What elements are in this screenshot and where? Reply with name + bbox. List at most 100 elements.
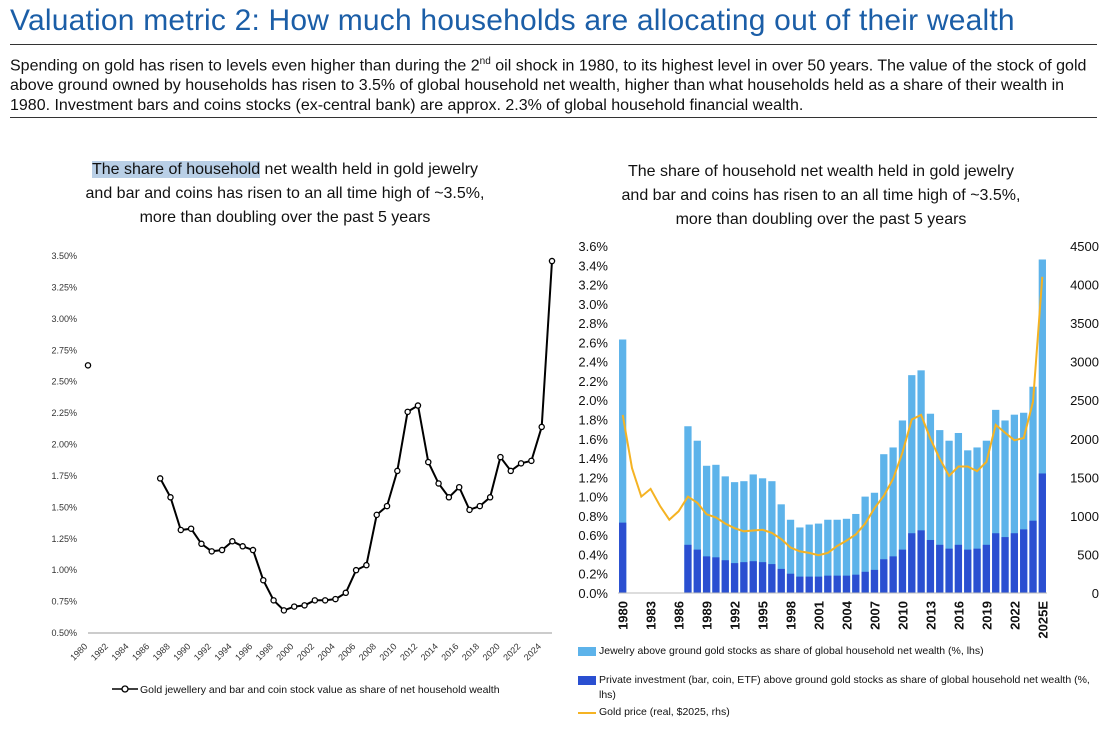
right-left-y-tick-label: 0.4% <box>578 547 608 562</box>
right-left-y-tick-label: 0.8% <box>578 509 608 524</box>
left-chart-heading: The share of household net wealth held i… <box>70 158 500 230</box>
jewelry-bar <box>926 413 935 593</box>
private-investment-bar <box>926 539 935 593</box>
private-investment-bar <box>973 548 981 593</box>
private-investment-bar <box>777 568 785 593</box>
private-investment-bar <box>898 549 907 593</box>
jewelry-bar <box>758 478 767 593</box>
left-y-tick-label: 1.50% <box>51 502 77 512</box>
right-x-tick-label: 1989 <box>700 601 715 630</box>
left-data-point <box>373 511 380 519</box>
left-data-point <box>249 546 257 554</box>
left-data-point <box>528 457 535 465</box>
right-bar-chart: 0.0% 0.2% 0.4% 0.6% 0.8% 1.0% 1.2% 1.4% 1.6% 1.8%… <box>578 239 1099 639</box>
right-left-y-tick-label: 3.2% <box>578 278 608 293</box>
intro-text-2: oil shock in 1980, to its highest level … <box>10 57 1087 115</box>
private-investment-bar <box>1038 473 1046 593</box>
page-title: Valuation metric 2: How much households … <box>10 4 1015 37</box>
jewelry-bar <box>824 519 832 593</box>
private-investment-bar <box>786 573 795 593</box>
right-x-tick-label: 2004 <box>839 600 854 630</box>
left-heading-line1: The share of household net wealth held i… <box>70 158 500 182</box>
private-investment-bar <box>1020 529 1028 593</box>
left-data-point <box>476 502 484 510</box>
right-right-y-tick-label: 1000 <box>1070 509 1099 524</box>
jewelry-bar <box>1020 412 1028 593</box>
left-data-point <box>229 538 236 545</box>
jewelry-bar <box>833 519 841 593</box>
right-left-y-tick-label: 0.0% <box>578 586 608 601</box>
left-y-tick-label: 3.50% <box>51 251 77 261</box>
private-investment-bar <box>768 564 776 593</box>
left-data-point <box>177 526 185 534</box>
left-legend: Gold jewellery and bar and coin stock va… <box>112 683 500 698</box>
left-data-point <box>270 597 277 604</box>
jewelry-bar <box>908 375 916 593</box>
left-data-point <box>208 548 215 555</box>
left-data-point <box>352 566 360 574</box>
right-x-tick-label: 2013 <box>923 601 938 630</box>
right-right-y-tick-label: 500 <box>1077 547 1099 562</box>
left-data-point <box>538 423 545 431</box>
left-data-point <box>548 257 556 265</box>
private-investment-bar <box>758 562 767 593</box>
left-y-tick-label: 1.00% <box>51 565 77 575</box>
private-investment-bar <box>861 571 869 593</box>
private-investment-bar <box>740 562 748 593</box>
right-right-y-tick-label: 4000 <box>1070 278 1099 293</box>
intro-divider <box>10 117 1097 118</box>
jewelry-bar <box>749 474 757 593</box>
jewelry-bar <box>889 447 897 593</box>
right-right-y-tick-label: 4500 <box>1070 239 1099 254</box>
right-right-y-tick-label: 1500 <box>1070 470 1099 485</box>
private-investment-bar <box>1001 537 1009 593</box>
private-investment-bar <box>702 556 711 593</box>
right-left-y-tick-label: 2.0% <box>578 393 608 408</box>
left-x-tick-label: 1998 <box>254 641 275 662</box>
left-x-tick-label: 1994 <box>213 641 234 662</box>
left-x-tick-label: 2014 <box>419 641 440 662</box>
intro-superscript: nd <box>479 56 491 67</box>
private-investment-bar <box>992 533 1000 593</box>
right-right-y-tick-label: 3000 <box>1070 355 1099 370</box>
jewelry-bar <box>954 432 963 593</box>
private-investment-bar <box>1029 520 1037 593</box>
left-series-line <box>159 260 553 612</box>
right-left-y-tick-label: 1.4% <box>578 451 608 466</box>
left-x-tick-label: 2012 <box>398 641 419 662</box>
right-left-y-tick-label: 2.2% <box>578 374 608 389</box>
jewelry-bar <box>917 370 925 593</box>
right-x-tick-label: 2016 <box>951 601 966 630</box>
right-heading-line3: more than doubling over the past 5 years <box>675 211 967 228</box>
jewelry-bar <box>1029 386 1037 593</box>
jewelry-bar <box>842 518 851 593</box>
left-legend-label: Gold jewellery and bar and coin stock va… <box>140 684 500 696</box>
left-x-tick-label: 1984 <box>109 641 130 662</box>
right-x-tick-label: 1983 <box>644 601 659 630</box>
legend-private-investment: Private investment (bar, coin, ETF) abov… <box>578 673 1103 703</box>
legend-gold-price: Gold price (real, $2025, rhs) <box>578 705 1103 720</box>
right-left-y-tick-label: 3.4% <box>578 258 608 273</box>
private-investment-bar <box>730 563 739 593</box>
jewelry-bar <box>898 420 907 593</box>
left-x-tick-label: 1990 <box>171 641 192 662</box>
left-x-tick-label: 2004 <box>316 641 337 662</box>
gold-price-line <box>621 276 1044 557</box>
right-x-tick-label: 2001 <box>812 601 827 630</box>
left-data-point <box>311 597 319 604</box>
private-investment-bar <box>842 575 851 593</box>
right-left-y-tick-label: 2.8% <box>578 316 608 331</box>
left-heading-highlight[interactable]: The share of household <box>91 161 261 178</box>
right-left-y-tick-label: 1.0% <box>578 490 608 505</box>
right-left-y-tick-label: 1.8% <box>578 413 608 428</box>
left-data-point <box>290 603 298 610</box>
private-investment-bar <box>684 544 692 593</box>
left-data-point <box>497 453 504 461</box>
left-data-point <box>218 546 226 554</box>
legend-gold-label: Gold price (real, $2025, rhs) <box>599 706 730 718</box>
private-investment-bar <box>693 549 701 593</box>
jewelry-bar <box>740 481 748 593</box>
right-x-tick-label: 2022 <box>1007 601 1022 630</box>
left-y-tick-label: 2.00% <box>51 440 77 450</box>
private-investment-swatch <box>578 676 596 685</box>
